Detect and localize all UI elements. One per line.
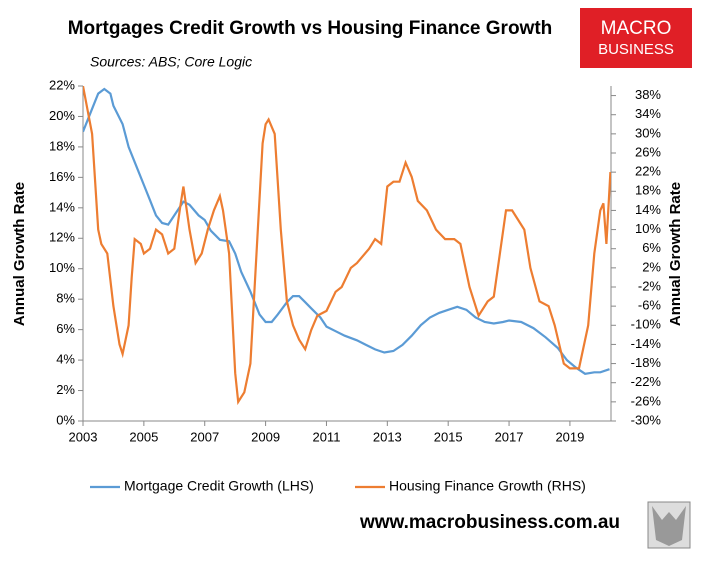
y-tick-label: 14% <box>49 199 75 214</box>
x-tick-label: 2013 <box>373 429 402 444</box>
x-tick-label: 2005 <box>129 429 158 444</box>
footer: www.macrobusiness.com.au <box>359 512 620 533</box>
x-tick-label: 2019 <box>555 429 584 444</box>
y2-tick-label: -18% <box>631 355 662 370</box>
y-tick-label: 20% <box>49 108 75 123</box>
logo-text: MACRO <box>601 18 672 39</box>
x-tick-label: 2011 <box>312 429 340 444</box>
x-tick-label: 2007 <box>190 429 219 444</box>
y-tick-label: 6% <box>56 321 75 336</box>
y-tick-label: 16% <box>49 169 75 184</box>
chart-title: Mortgages Credit Growth vs Housing Finan… <box>68 18 553 39</box>
y2-tick-label: 6% <box>642 240 661 255</box>
y2-tick-label: 34% <box>635 106 661 121</box>
y2-tick-label: -30% <box>631 412 662 427</box>
series-line <box>83 87 610 375</box>
y-tick-label: 4% <box>56 352 75 367</box>
y-tick-label: 22% <box>49 77 75 92</box>
subtitle: Sources: ABS; Core Logic <box>90 54 252 70</box>
y-tick-label: 2% <box>56 382 75 397</box>
y2-tick-label: -22% <box>631 374 662 389</box>
logo-image <box>652 506 686 546</box>
legend-label: Mortgage Credit Growth (LHS) <box>124 478 314 494</box>
y2-tick-label: 2% <box>642 259 661 274</box>
y2-tick-label: 10% <box>635 221 661 236</box>
y-axis-label: Annual Growth Rate <box>11 182 28 326</box>
y2-tick-label: 22% <box>635 164 661 179</box>
y2-tick-label: -14% <box>631 336 662 351</box>
y2-tick-label: 38% <box>635 87 661 102</box>
y-tick-label: 10% <box>49 260 75 275</box>
y2-tick-label: 18% <box>635 183 661 198</box>
x-tick-label: 2015 <box>434 429 463 444</box>
y2-tick-label: -10% <box>631 317 662 332</box>
logo-box <box>580 8 692 68</box>
y2-axis-label: Annual Growth Rate <box>667 182 684 326</box>
y2-tick-label: -2% <box>638 278 662 293</box>
y2-tick-label: 14% <box>635 202 661 217</box>
y2-tick-label: 26% <box>635 144 661 159</box>
y2-tick-label: -6% <box>638 298 662 313</box>
y-tick-label: 0% <box>56 412 75 427</box>
x-tick-label: 2009 <box>251 429 280 444</box>
y-tick-label: 18% <box>49 138 75 153</box>
y2-tick-label: -26% <box>631 393 662 408</box>
y-tick-label: 8% <box>56 291 75 306</box>
series-line <box>83 86 611 406</box>
logo-text: BUSINESS <box>598 41 674 58</box>
x-tick-label: 2003 <box>69 429 98 444</box>
y2-tick-label: 30% <box>635 125 661 140</box>
y-tick-label: 12% <box>49 230 75 245</box>
legend-label: Housing Finance Growth (RHS) <box>389 478 586 494</box>
x-tick-label: 2017 <box>495 429 524 444</box>
